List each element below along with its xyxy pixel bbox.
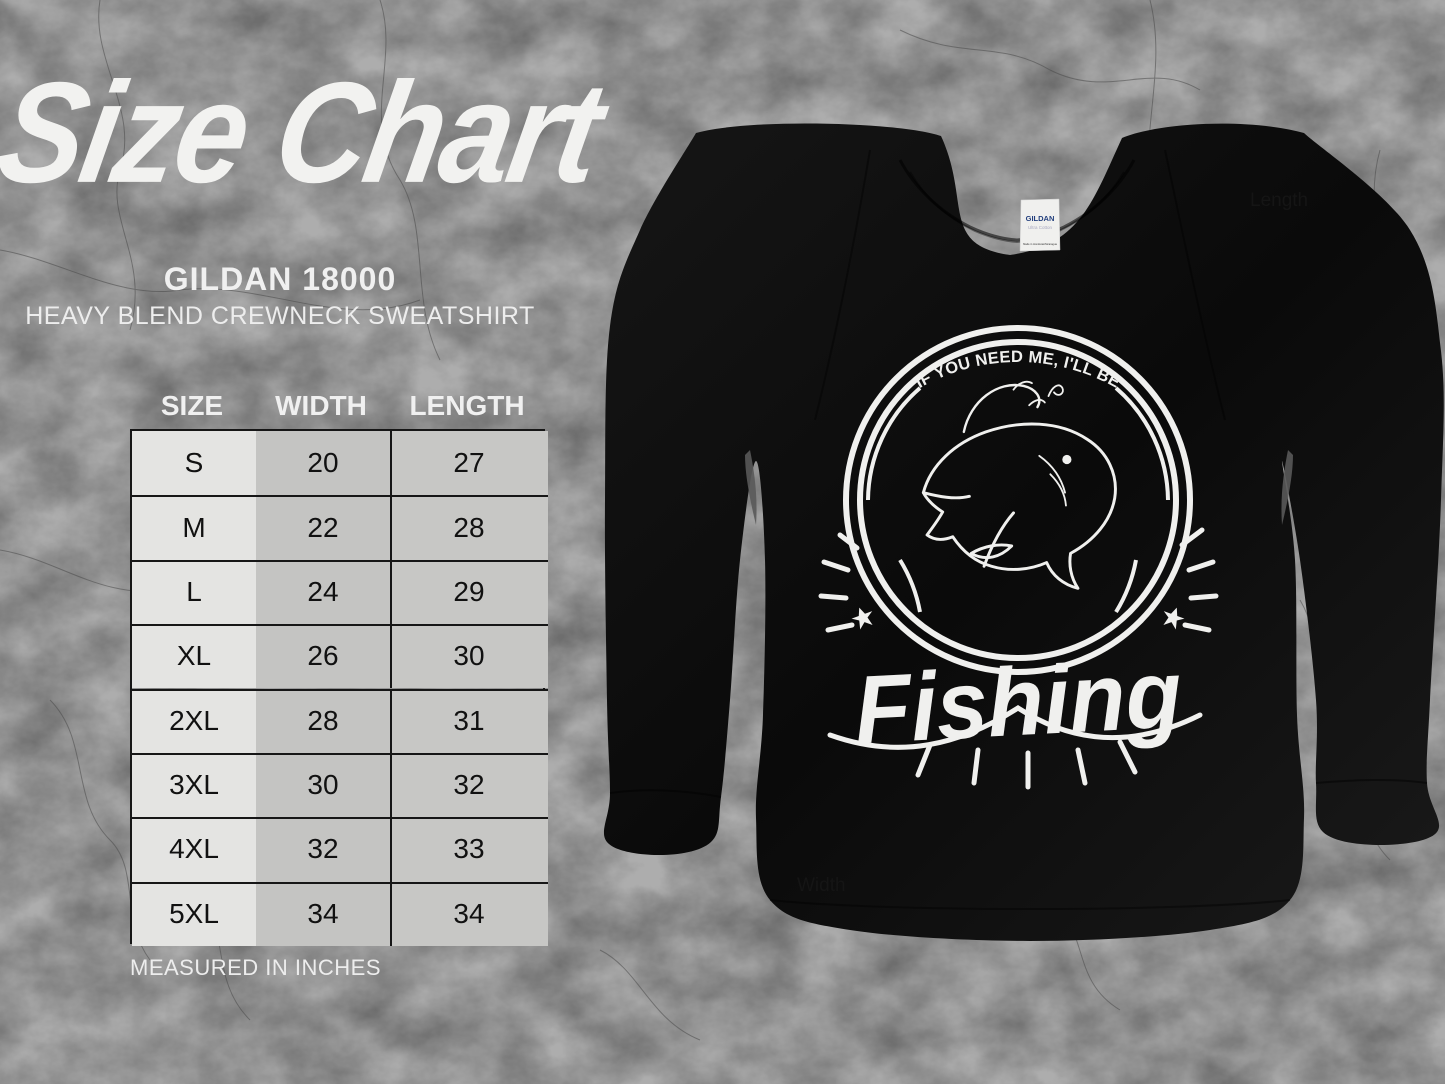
svg-text:Made in Honduras/Nicaragua: Made in Honduras/Nicaragua [1023,242,1057,246]
svg-text:Ultra Cotton: Ultra Cotton [1028,225,1053,230]
svg-text:GILDAN: GILDAN [1026,214,1055,223]
